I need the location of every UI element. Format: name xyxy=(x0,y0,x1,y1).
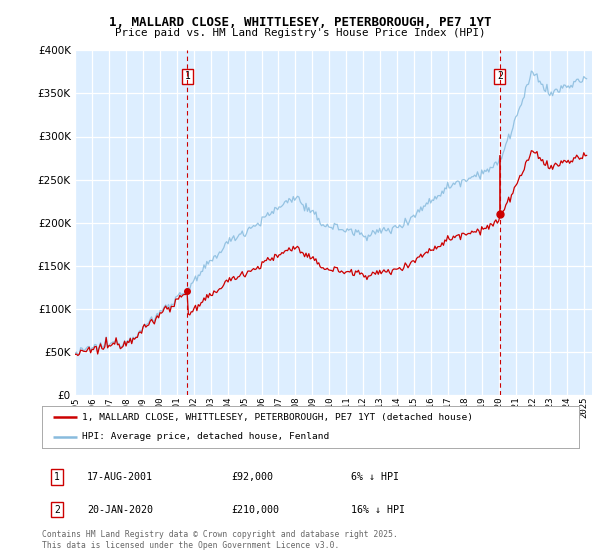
Text: 2: 2 xyxy=(497,71,503,81)
Text: £92,000: £92,000 xyxy=(231,472,273,482)
Text: 1: 1 xyxy=(184,71,190,81)
Text: £210,000: £210,000 xyxy=(231,505,279,515)
Text: 1, MALLARD CLOSE, WHITTLESEY, PETERBOROUGH, PE7 1YT (detached house): 1, MALLARD CLOSE, WHITTLESEY, PETERBOROU… xyxy=(82,413,473,422)
Text: HPI: Average price, detached house, Fenland: HPI: Average price, detached house, Fenl… xyxy=(82,432,329,441)
Text: This data is licensed under the Open Government Licence v3.0.: This data is licensed under the Open Gov… xyxy=(42,541,340,550)
Text: Price paid vs. HM Land Registry's House Price Index (HPI): Price paid vs. HM Land Registry's House … xyxy=(115,28,485,38)
Text: 6% ↓ HPI: 6% ↓ HPI xyxy=(351,472,399,482)
Text: Contains HM Land Registry data © Crown copyright and database right 2025.: Contains HM Land Registry data © Crown c… xyxy=(42,530,398,539)
Text: 2: 2 xyxy=(54,505,60,515)
Text: 1, MALLARD CLOSE, WHITTLESEY, PETERBOROUGH, PE7 1YT: 1, MALLARD CLOSE, WHITTLESEY, PETERBOROU… xyxy=(109,16,491,29)
Text: 17-AUG-2001: 17-AUG-2001 xyxy=(87,472,153,482)
Text: 1: 1 xyxy=(54,472,60,482)
Text: 20-JAN-2020: 20-JAN-2020 xyxy=(87,505,153,515)
Text: 16% ↓ HPI: 16% ↓ HPI xyxy=(351,505,405,515)
